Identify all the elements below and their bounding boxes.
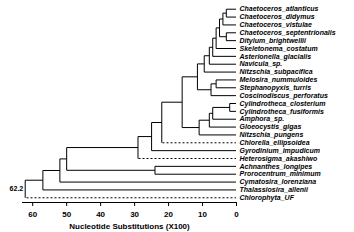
svg-text:Achnanthes_longipes: Achnanthes_longipes: [239, 163, 313, 171]
svg-text:Gyrodinium_impudicum: Gyrodinium_impudicum: [240, 147, 321, 155]
svg-text:Ditylum_brightwellii: Ditylum_brightwellii: [240, 37, 308, 45]
svg-text:20: 20: [164, 210, 173, 219]
svg-text:Chlorophyta_UF: Chlorophyta_UF: [240, 194, 295, 202]
svg-text:Skeletonema_costatum: Skeletonema_costatum: [240, 45, 318, 52]
svg-text:Nucleotide Substitutions (X100: Nucleotide Substitutions (X100): [69, 222, 190, 231]
svg-text:Nitzschia_pungens: Nitzschia_pungens: [240, 131, 304, 139]
svg-text:Heterosigma_akashiwo: Heterosigma_akashiwo: [240, 155, 319, 163]
svg-text:0: 0: [234, 210, 239, 219]
svg-text:Chaetoceros_atlanticus: Chaetoceros_atlanticus: [240, 5, 319, 12]
svg-text:Nitzschia_subpacifica: Nitzschia_subpacifica: [240, 68, 313, 76]
svg-text:Stephanopyxis_turris: Stephanopyxis_turris: [240, 84, 312, 92]
svg-text:Thalassiosira_allenii: Thalassiosira_allenii: [240, 186, 310, 193]
svg-text:Gloeocystis_gigas: Gloeocystis_gigas: [240, 123, 302, 131]
svg-text:50: 50: [62, 210, 71, 219]
svg-text:Prorocentrum_minimum: Prorocentrum_minimum: [240, 170, 321, 177]
svg-text:Amphora_sp.: Amphora_sp.: [239, 115, 285, 123]
svg-text:Chaetoceros_septentrionalis: Chaetoceros_septentrionalis: [240, 29, 336, 37]
svg-text:Chaetoceros_vistulae: Chaetoceros_vistulae: [240, 21, 312, 28]
svg-text:Cylindrotheca_fusiformis: Cylindrotheca_fusiformis: [240, 108, 325, 116]
svg-text:10: 10: [198, 210, 207, 219]
svg-text:30: 30: [130, 210, 139, 219]
svg-text:Asterionella_glacialis: Asterionella_glacialis: [239, 53, 312, 61]
svg-text:Chaetoceros_didymus: Chaetoceros_didymus: [240, 13, 315, 21]
svg-text:Cylindrotheca_closterium: Cylindrotheca_closterium: [240, 100, 326, 108]
svg-text:62.2: 62.2: [10, 185, 24, 192]
svg-text:Cymatosira_lorenziana: Cymatosira_lorenziana: [240, 178, 317, 186]
svg-text:Melosira_nummuloides: Melosira_nummuloides: [240, 76, 318, 83]
svg-text:60: 60: [28, 210, 37, 219]
svg-text:Navicula_sp.: Navicula_sp.: [240, 60, 283, 68]
svg-text:Coscinodiscus_perforatus: Coscinodiscus_perforatus: [240, 92, 328, 100]
svg-text:Chlorella_ellipsoidea: Chlorella_ellipsoidea: [240, 139, 310, 147]
svg-text:40: 40: [96, 210, 105, 219]
